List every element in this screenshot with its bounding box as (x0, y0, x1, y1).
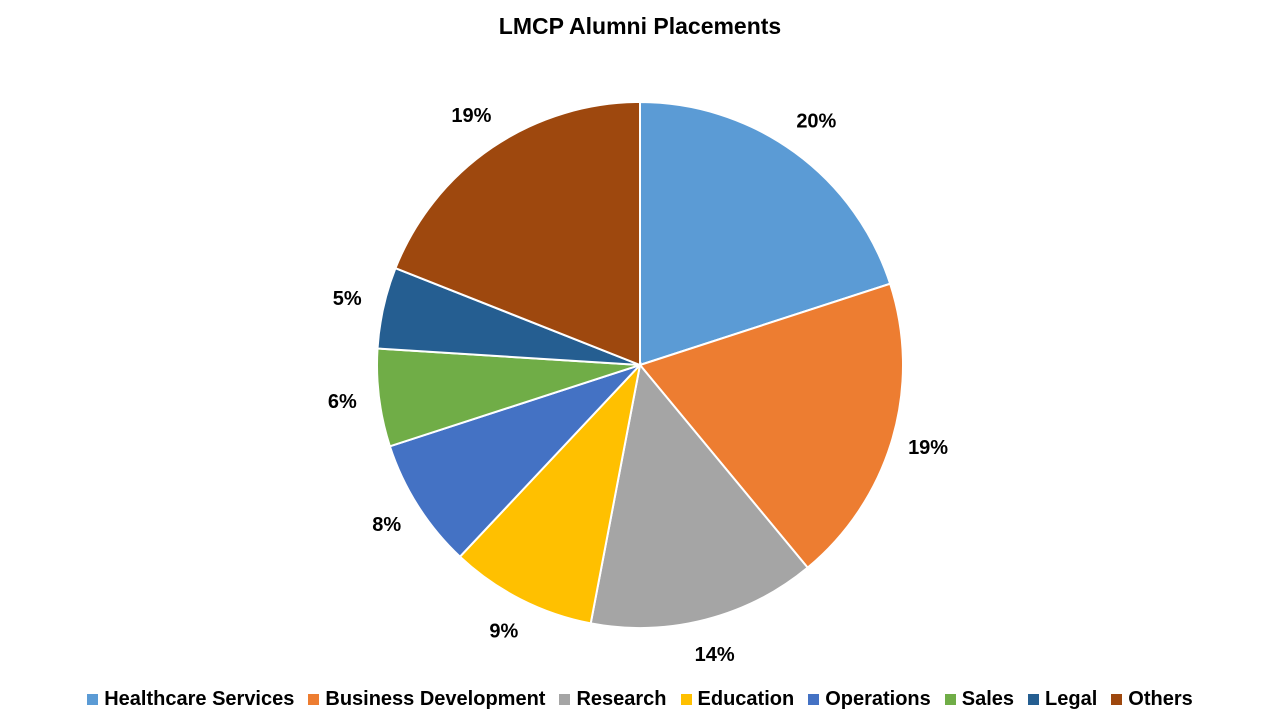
legend-label: Others (1128, 688, 1193, 710)
data-label: 19% (908, 437, 948, 459)
pie-slice (388, 364, 641, 559)
legend-swatch (87, 694, 99, 705)
legend-swatch (944, 694, 956, 705)
data-label: 8% (372, 514, 401, 536)
pie-slice (638, 282, 904, 570)
pie-slice (394, 100, 641, 367)
data-label: 9% (489, 621, 518, 643)
legend-label: Operations (825, 688, 931, 710)
data-label: 19% (451, 105, 491, 127)
legend-swatch (1111, 694, 1123, 705)
legend-item: Education (680, 688, 795, 711)
legend-swatch (808, 694, 820, 705)
pie-slice (639, 100, 892, 367)
legend-item: Sales (944, 688, 1015, 711)
legend-label: Business Development (325, 688, 546, 710)
data-label: 6% (328, 391, 357, 413)
legend-item: Healthcare Services (87, 688, 294, 711)
data-label: 20% (796, 111, 836, 133)
legend-label: Legal (1045, 688, 1098, 710)
legend-swatch (308, 694, 320, 705)
legend-swatch (680, 694, 692, 705)
legend-item: Research (559, 688, 667, 711)
legend: Healthcare Services Business Development R… (0, 688, 1280, 711)
data-label: 14% (695, 644, 735, 666)
legend-label: Research (576, 688, 667, 710)
legend-label: Sales (961, 688, 1015, 710)
data-label: 5% (333, 288, 362, 310)
legend-item: Operations (808, 688, 931, 711)
chart-title: LMCP Alumni Placements (499, 13, 781, 39)
legend-item: Business Development (308, 688, 545, 711)
legend-item: Legal (1028, 688, 1097, 711)
legend-label: Education (697, 688, 795, 710)
legend-swatch (559, 694, 571, 705)
legend-label: Healthcare Services (104, 688, 295, 710)
legend-item: Others (1111, 688, 1193, 711)
pie-slice (589, 362, 810, 629)
pie-slice (458, 361, 642, 625)
legend-swatch (1028, 694, 1040, 705)
